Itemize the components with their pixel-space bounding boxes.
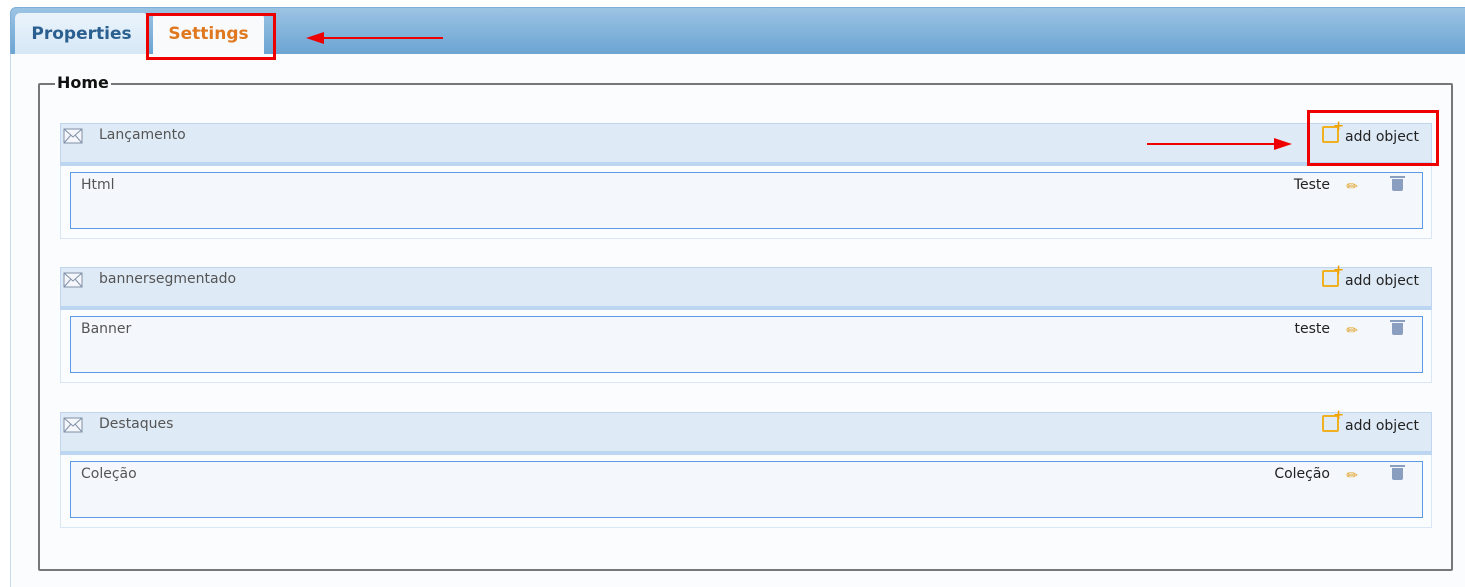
section: Lançamento add object Html Teste ✏ [60, 119, 1432, 239]
add-object-label: add object [1345, 129, 1419, 145]
trash-delete-icon[interactable] [1390, 176, 1405, 191]
section-title: Destaques [99, 416, 174, 432]
arrowhead [1274, 138, 1292, 150]
object-name: Teste [1293, 177, 1330, 193]
fieldset-legend: Home [55, 73, 111, 92]
object-name: Coleção [1274, 466, 1330, 482]
section-header: bannersegmentado add object [60, 263, 1432, 310]
pencil-edit-icon[interactable]: ✏ [1346, 468, 1358, 484]
section-title: Lançamento [99, 127, 186, 143]
section: Destaques add object Coleção Coleção ✏ [60, 408, 1432, 528]
annotation-arrow-right [1147, 143, 1275, 145]
pencil-edit-icon[interactable]: ✏ [1346, 179, 1358, 195]
annotation-box-add-object [1307, 110, 1439, 166]
section: bannersegmentado add object Banner teste… [60, 263, 1432, 383]
object-item: Coleção Coleção ✏ [70, 461, 1423, 518]
object-type: Html [81, 177, 115, 193]
arrowhead [306, 32, 324, 44]
section-header: Destaques add object [60, 408, 1432, 455]
object-type: Coleção [81, 466, 137, 482]
add-object-label: add object [1345, 418, 1419, 434]
add-object-icon [1322, 408, 1344, 432]
annotation-box-settings [146, 13, 276, 60]
pencil-edit-icon[interactable]: ✏ [1346, 323, 1358, 339]
envelope-icon [63, 128, 83, 144]
add-object-button[interactable]: add object [1322, 119, 1419, 145]
add-object-button[interactable]: add object [1322, 263, 1419, 289]
section-title: bannersegmentado [99, 271, 237, 287]
home-fieldset [38, 83, 1453, 571]
add-object-label: add object [1345, 273, 1419, 289]
section-body: Coleção Coleção ✏ [60, 455, 1432, 528]
section-body: Banner teste ✏ [60, 310, 1432, 383]
tab-bar: Properties Settings [10, 7, 1465, 56]
envelope-icon [63, 272, 83, 288]
object-name: teste [1294, 321, 1331, 337]
annotation-arrow-left [320, 37, 443, 39]
section-body: Html Teste ✏ [60, 166, 1432, 239]
trash-delete-icon[interactable] [1390, 320, 1405, 335]
add-object-icon [1322, 119, 1344, 143]
object-item: Html Teste ✏ [70, 172, 1423, 229]
tab-settings[interactable]: Settings [153, 13, 264, 55]
tab-properties[interactable]: Properties [15, 13, 148, 55]
object-item: Banner teste ✏ [70, 316, 1423, 373]
envelope-icon [63, 417, 83, 433]
trash-delete-icon[interactable] [1390, 465, 1405, 480]
object-type: Banner [81, 321, 132, 337]
add-object-icon [1322, 263, 1344, 287]
add-object-button[interactable]: add object [1322, 408, 1419, 434]
